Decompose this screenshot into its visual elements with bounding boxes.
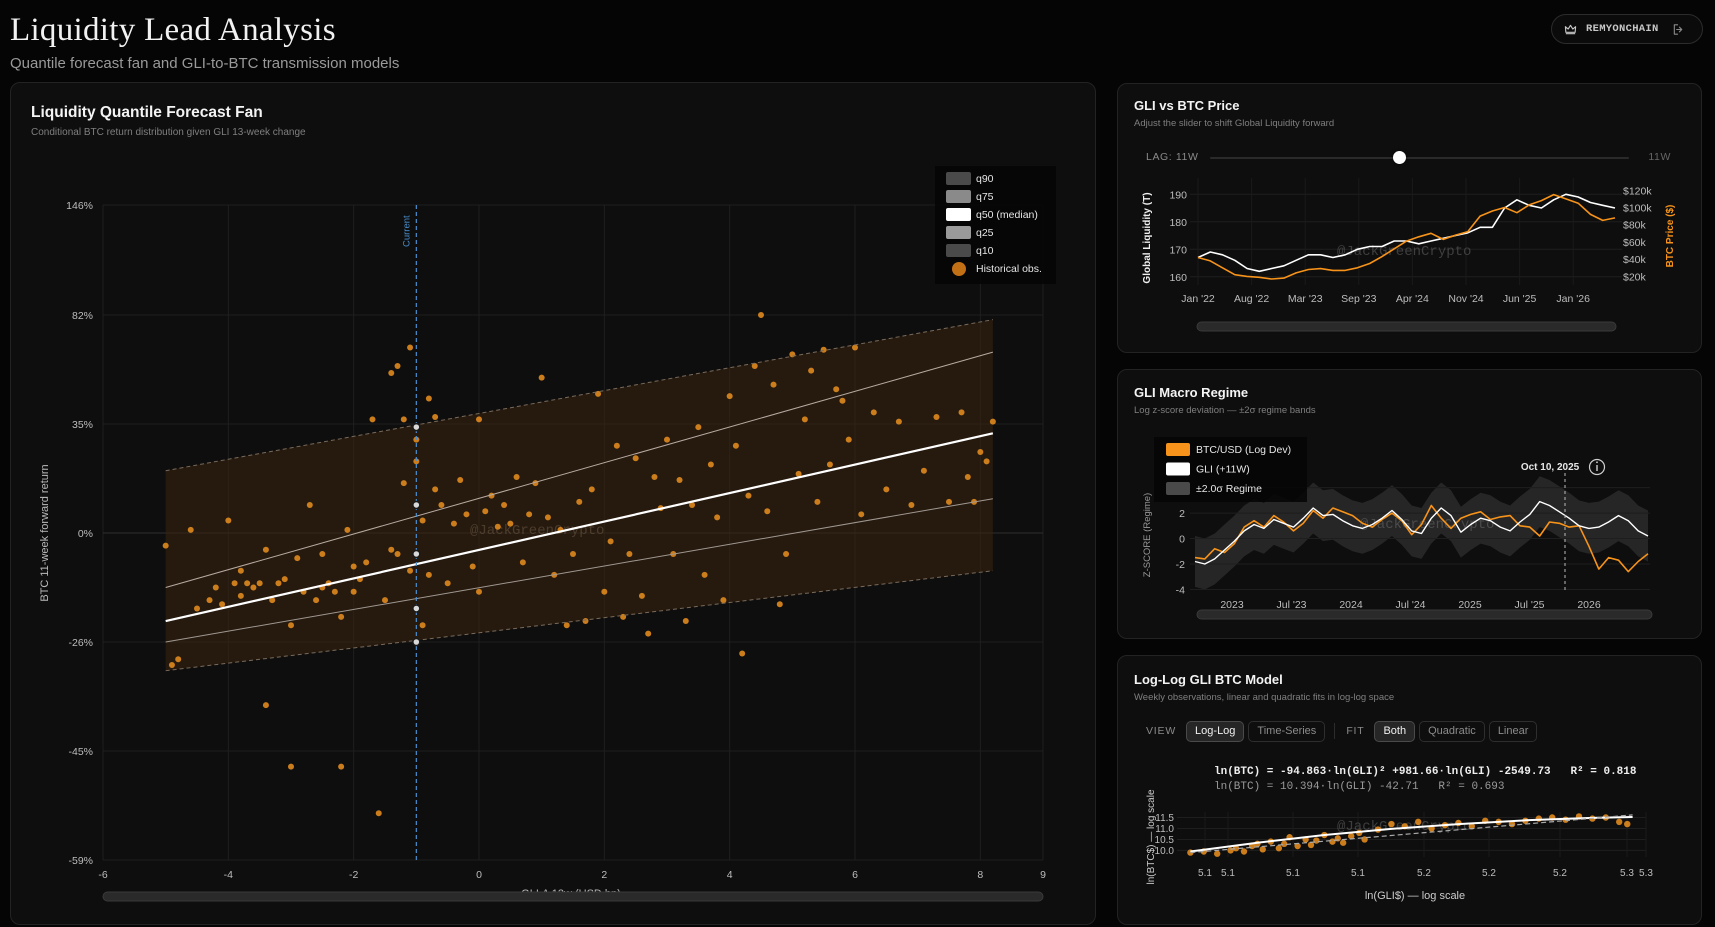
page-subtitle: Quantile forecast fan and GLI-to-BTC tra… <box>10 55 400 72</box>
lag-slider-max: 11W <box>1648 151 1671 163</box>
lag-slider-label: LAG: 11W <box>1146 151 1199 163</box>
logout-icon[interactable] <box>1672 23 1685 36</box>
page-title: Liquidity Lead Analysis <box>10 12 336 48</box>
gli-btc-title: GLI vs BTC Price <box>1134 98 1240 113</box>
lag-slider[interactable]: LAG: 11W 11W <box>1146 148 1671 168</box>
user-badge[interactable]: REMYONCHAIN <box>1551 14 1703 44</box>
quantile-fan-title: Liquidity Quantile Forecast Fan <box>31 104 263 121</box>
fit-linear-button[interactable]: Linear <box>1488 720 1538 742</box>
view-label: VIEW <box>1146 725 1177 737</box>
view-loglog-button[interactable]: Log-Log <box>1186 720 1245 742</box>
gli-range-slider[interactable] <box>1196 321 1617 332</box>
gli-btc-subtitle: Adjust the slider to shift Global Liquid… <box>1134 118 1335 129</box>
lag-slider-track[interactable] <box>1210 157 1629 159</box>
fit-both-button[interactable]: Both <box>1374 720 1416 742</box>
crown-icon <box>1564 24 1577 34</box>
lag-slider-thumb[interactable] <box>1393 151 1406 164</box>
controls-divider <box>1334 723 1336 739</box>
view-timeseries-button[interactable]: Time-Series <box>1248 720 1326 742</box>
regime-range-slider[interactable] <box>1196 609 1653 620</box>
fit-quadratic-button[interactable]: Quadratic <box>1419 720 1485 742</box>
loglog-subtitle: Weekly observations, linear and quadrati… <box>1134 692 1395 703</box>
loglog-controls: VIEW Log-Log Time-Series FIT Both Quadra… <box>1146 720 1538 742</box>
regime-title: GLI Macro Regime <box>1134 385 1249 400</box>
quantile-fan-subtitle: Conditional BTC return distribution give… <box>31 127 306 138</box>
fan-range-slider[interactable] <box>102 891 1044 902</box>
loglog-card <box>1117 655 1702 925</box>
regime-subtitle: Log z-score deviation — ±2σ regime bands <box>1134 405 1316 416</box>
user-name: REMYONCHAIN <box>1586 23 1659 35</box>
fit-label: FIT <box>1346 725 1365 737</box>
quantile-fan-card <box>10 82 1096 925</box>
loglog-title: Log-Log GLI BTC Model <box>1134 672 1283 687</box>
